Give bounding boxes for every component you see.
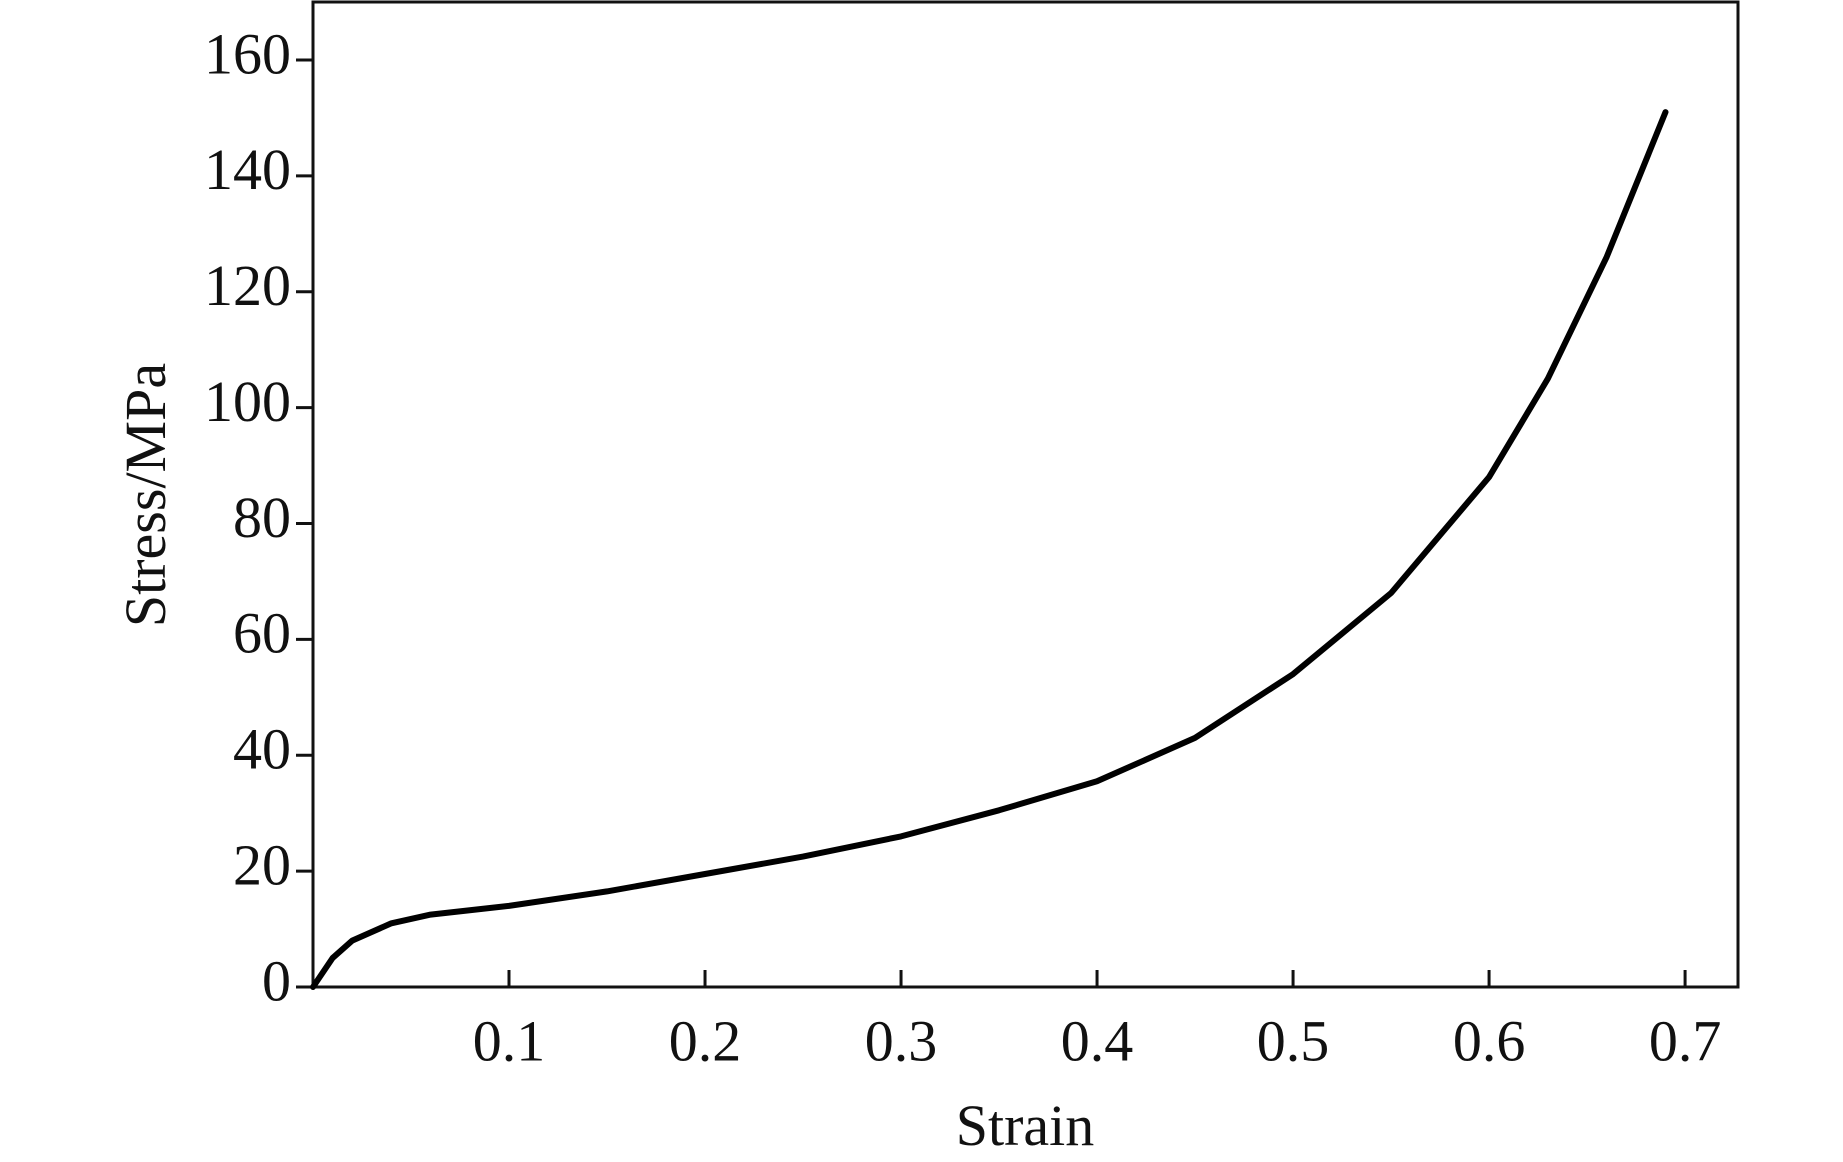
y-axis-title: Stress/MPa [113, 363, 178, 627]
x-tick-label: 0.7 [1649, 1008, 1722, 1073]
y-tick-label: 0 [262, 948, 291, 1013]
x-tick-label: 0.2 [669, 1008, 742, 1073]
y-tick-label: 160 [204, 21, 291, 86]
x-tick-label: 0.1 [473, 1008, 546, 1073]
x-tick-label: 0.5 [1257, 1008, 1330, 1073]
x-axis-title: Strain [956, 1093, 1095, 1158]
y-tick-label: 60 [233, 601, 291, 666]
y-tick-label: 120 [204, 253, 291, 318]
y-tick-label: 100 [204, 369, 291, 434]
y-tick-label: 140 [204, 137, 291, 202]
x-tick-label: 0.3 [865, 1008, 938, 1073]
plot-frame [311, 0, 1740, 989]
y-tick-label: 20 [233, 832, 291, 897]
x-tick-label: 0.4 [1061, 1008, 1134, 1073]
x-tick-label: 0.6 [1453, 1008, 1526, 1073]
y-tick-label: 80 [233, 485, 291, 550]
y-tick-label: 40 [233, 717, 291, 782]
line [310, 109, 1669, 990]
